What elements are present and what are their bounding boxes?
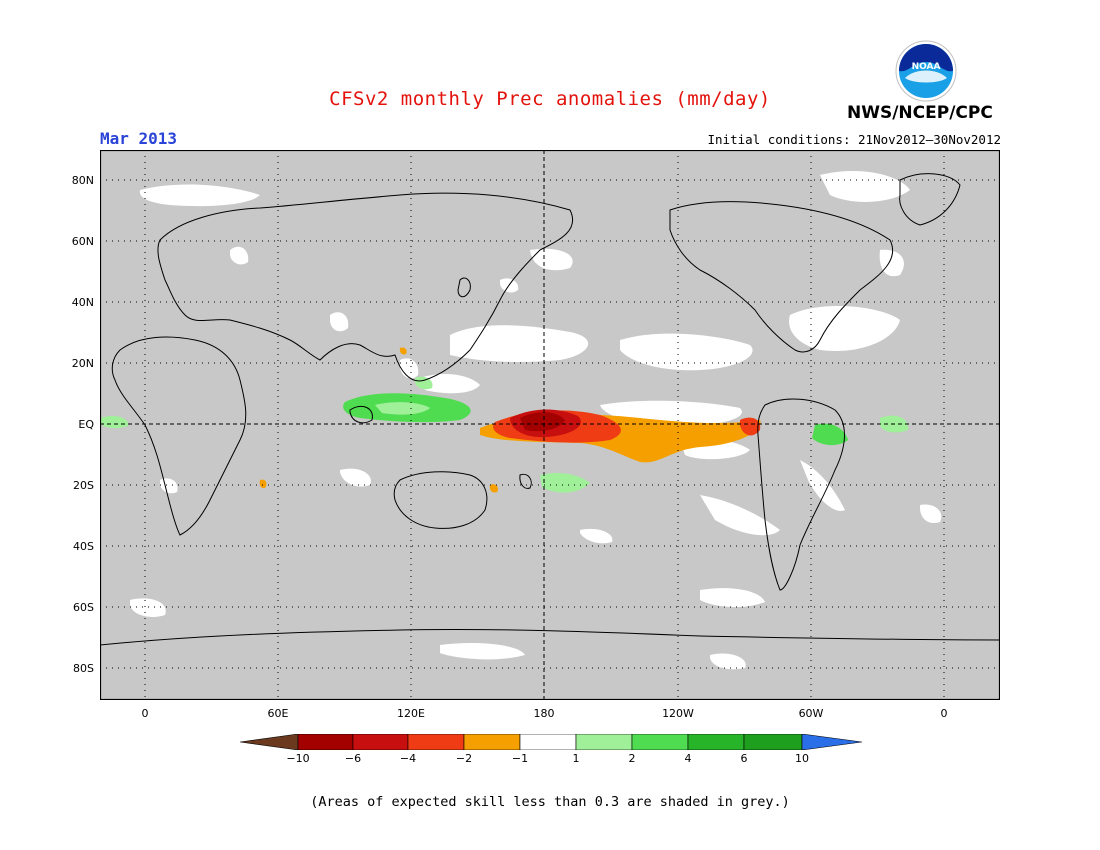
lon-label-60e: 60E xyxy=(267,707,289,720)
map-frame xyxy=(100,150,1000,700)
forecast-month: Mar 2013 xyxy=(100,129,178,148)
coastlines xyxy=(100,173,1000,646)
lat-label-40n: 40N xyxy=(71,296,94,309)
lon-label-0-east: 0 xyxy=(940,707,948,720)
wet-anomaly-areas xyxy=(100,376,909,493)
colorbar-label: −6 xyxy=(344,752,362,765)
colorbar-bin-5 xyxy=(519,734,577,750)
lat-label-80n: 80N xyxy=(71,174,94,187)
lon-label-0: 0 xyxy=(141,707,149,720)
colorbar-label: 10 xyxy=(795,752,809,765)
colorbar-label: −4 xyxy=(399,752,417,765)
svg-text:NOAA: NOAA xyxy=(912,62,941,72)
colorbar-label: 1 xyxy=(572,752,580,765)
lon-label-60w: 60W xyxy=(798,707,824,720)
colorbar-label: −10 xyxy=(286,752,310,765)
lat-label-60s: 60S xyxy=(73,601,94,614)
initial-conditions-label: Initial conditions: 21Nov2012–30Nov2012 xyxy=(707,132,1002,147)
equator-dateline xyxy=(100,150,1000,700)
colorbar-bin-6 xyxy=(575,734,633,750)
noaa-logo: NOAA xyxy=(895,40,957,102)
colorbar-label: 4 xyxy=(684,752,692,765)
agency-label: NWS/NCEP/CPC xyxy=(847,103,993,123)
graticule xyxy=(100,150,1000,700)
colorbar-bin-9 xyxy=(743,734,803,750)
lat-label-20s: 20S xyxy=(73,479,94,492)
lon-label-180: 180 xyxy=(533,707,555,720)
skill-note: (Areas of expected skill less than 0.3 a… xyxy=(310,794,790,810)
dry-anomaly-areas xyxy=(259,347,761,493)
lat-label-40s: 40S xyxy=(73,540,94,553)
colorbar xyxy=(240,734,862,750)
lat-label-60n: 60N xyxy=(71,235,94,248)
colorbar-lt-10 xyxy=(240,734,299,750)
colorbar-bin-8 xyxy=(687,734,745,750)
colorbar-bin-7 xyxy=(631,734,689,750)
lon-label-120w: 120W xyxy=(662,707,694,720)
lon-label-120e: 120E xyxy=(397,707,425,720)
lat-label-20n: 20N xyxy=(71,357,94,370)
colorbar-gt-10 xyxy=(801,734,862,750)
precip-anomaly-map xyxy=(100,150,1000,700)
map-title: CFSv2 monthly Prec anomalies (mm/day) xyxy=(329,88,771,110)
colorbar-label: −1 xyxy=(511,752,529,765)
colorbar-bin-3 xyxy=(407,734,465,750)
lat-label-80s: 80S xyxy=(73,662,94,675)
colorbar-label: 6 xyxy=(740,752,748,765)
colorbar-label: 2 xyxy=(628,752,636,765)
colorbar-bin-2 xyxy=(352,734,409,750)
lat-label-eq: EQ xyxy=(78,418,94,431)
colorbar-bin-1 xyxy=(297,734,354,750)
neutral-anomaly-areas xyxy=(130,170,942,670)
colorbar-bin-4 xyxy=(463,734,521,750)
colorbar-label: −2 xyxy=(455,752,473,765)
